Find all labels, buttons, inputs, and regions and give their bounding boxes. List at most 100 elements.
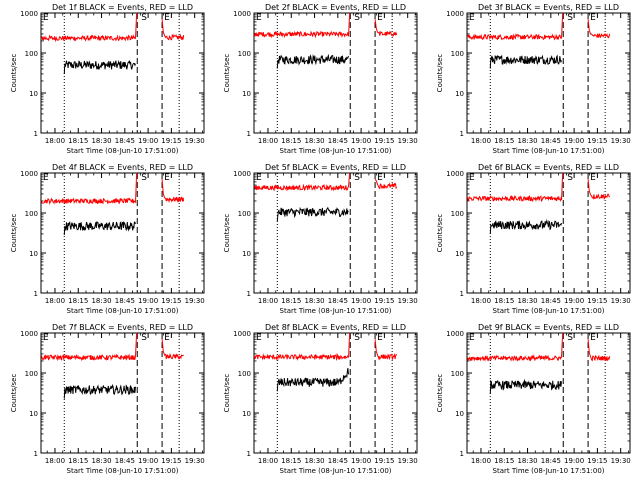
y-tick-label: 1 <box>34 290 38 298</box>
marker-label-e: E <box>377 173 383 183</box>
y-tick-label: 1000 <box>20 330 38 338</box>
events-series-line <box>489 54 562 69</box>
plot-frame <box>40 332 205 454</box>
x-tick-label: 19:00 <box>564 297 584 305</box>
y-axis-label: Counts/sec <box>10 214 18 253</box>
y-axis-label: Counts/sec <box>223 54 231 93</box>
x-tick-label: 18:00 <box>471 297 491 305</box>
marker-label-s: S <box>141 13 147 23</box>
y-tick-label: 10 <box>242 90 251 98</box>
x-tick-label: 19:00 <box>564 457 584 465</box>
lld-series-line <box>587 19 611 39</box>
x-tick-label: 19:30 <box>185 137 205 145</box>
panel-title: Det 9f BLACK = Events, RED = LLD <box>478 323 619 332</box>
lld-series-line <box>374 339 398 361</box>
plot-frame <box>253 332 418 454</box>
y-tick-label: 100 <box>25 50 38 58</box>
x-tick-label: 18:45 <box>328 137 348 145</box>
lld-series-line <box>467 172 564 203</box>
x-tick-label: 18:30 <box>304 137 324 145</box>
lld-series-line <box>374 178 398 190</box>
y-tick-label: 10 <box>29 410 38 418</box>
panel-title: Det 7f BLACK = Events, RED = LLD <box>52 323 193 332</box>
events-series-line <box>276 368 349 392</box>
y-tick-label: 10 <box>242 250 251 258</box>
marker-label-s: S <box>354 333 360 343</box>
lld-series-line <box>41 332 138 362</box>
x-tick-label: 18:15 <box>494 297 514 305</box>
x-tick-label: 18:00 <box>45 297 65 305</box>
plot-frame <box>253 172 418 294</box>
y-tick-label: 10 <box>455 90 464 98</box>
marker-label-e: E <box>469 13 475 23</box>
x-tick-label: 19:30 <box>611 457 631 465</box>
panel-title: Det 6f BLACK = Events, RED = LLD <box>478 163 619 172</box>
y-tick-label: 1000 <box>446 330 464 338</box>
x-tick-label: 18:45 <box>328 297 348 305</box>
x-tick-label: 19:00 <box>138 297 158 305</box>
x-axis-label: Start Time (08-Jun-10 17:51:00) <box>280 467 392 475</box>
x-tick-label: 18:00 <box>45 137 65 145</box>
x-tick-label: 18:30 <box>517 297 537 305</box>
x-tick-label: 19:00 <box>564 137 584 145</box>
lld-series-line <box>254 172 351 192</box>
y-tick-label: 1 <box>34 130 38 138</box>
x-tick-label: 18:30 <box>517 457 537 465</box>
x-tick-label: 19:30 <box>398 457 418 465</box>
x-tick-label: 18:45 <box>115 137 135 145</box>
events-series-line <box>276 206 349 222</box>
panel-det-3: Det 3f BLACK = Events, RED = LLD 1 10 100 10… <box>436 3 631 155</box>
y-tick-label: 1000 <box>446 10 464 18</box>
marker-label-e: E <box>256 13 262 23</box>
x-tick-label: 18:15 <box>68 457 88 465</box>
x-tick-label: 19:15 <box>374 297 394 305</box>
x-tick-label: 19:15 <box>161 457 181 465</box>
lld-series-line <box>374 19 398 37</box>
marker-label-s: S <box>354 173 360 183</box>
events-series-line <box>63 59 136 74</box>
lld-series-line <box>467 12 564 41</box>
panel-title: Det 1f BLACK = Events, RED = LLD <box>52 3 193 12</box>
x-tick-label: 18:00 <box>471 457 491 465</box>
x-tick-label: 18:00 <box>258 457 278 465</box>
x-tick-label: 18:30 <box>304 457 324 465</box>
y-axis-label: Counts/sec <box>436 374 444 413</box>
x-tick-label: 19:15 <box>161 297 181 305</box>
y-tick-label: 10 <box>29 250 38 258</box>
x-tick-label: 18:15 <box>494 137 514 145</box>
y-tick-label: 1000 <box>233 330 251 338</box>
marker-label-e: E <box>590 333 596 343</box>
x-tick-label: 18:15 <box>281 137 301 145</box>
lld-series-line <box>41 172 138 205</box>
panel-det-4: Det 4f BLACK = Events, RED = LLD 1 10 100 10… <box>10 163 205 315</box>
x-tick-label: 18:45 <box>541 457 561 465</box>
marker-label-e: E <box>590 13 596 23</box>
x-axis-label: Start Time (08-Jun-10 17:51:00) <box>280 147 392 155</box>
x-tick-label: 19:15 <box>374 137 394 145</box>
y-tick-label: 100 <box>238 50 251 58</box>
panel-title: Det 2f BLACK = Events, RED = LLD <box>265 3 406 12</box>
x-axis-label: Start Time (08-Jun-10 17:51:00) <box>67 467 179 475</box>
plot-frame <box>466 332 631 454</box>
y-tick-label: 1000 <box>233 170 251 178</box>
y-tick-label: 10 <box>242 410 251 418</box>
x-tick-label: 19:00 <box>138 137 158 145</box>
lld-series-line <box>254 332 351 362</box>
y-tick-label: 1 <box>460 290 464 298</box>
x-tick-label: 19:30 <box>611 137 631 145</box>
x-tick-label: 18:00 <box>45 457 65 465</box>
panel-title: Det 3f BLACK = Events, RED = LLD <box>478 3 619 12</box>
marker-label-s: S <box>567 173 573 183</box>
x-tick-label: 18:30 <box>91 137 111 145</box>
marker-label-e: E <box>164 333 170 343</box>
marker-label-e: E <box>377 13 383 23</box>
x-tick-label: 19:00 <box>351 297 371 305</box>
y-tick-label: 1 <box>460 450 464 458</box>
lld-series-line <box>161 19 185 41</box>
lld-series-line <box>587 339 611 362</box>
marker-label-e: E <box>43 333 49 343</box>
panel-det-2: Det 2f BLACK = Events, RED = LLD 1 10 100 10… <box>223 3 418 155</box>
lld-series-line <box>254 12 351 39</box>
x-tick-label: 19:15 <box>374 457 394 465</box>
lld-series-line <box>161 339 184 360</box>
